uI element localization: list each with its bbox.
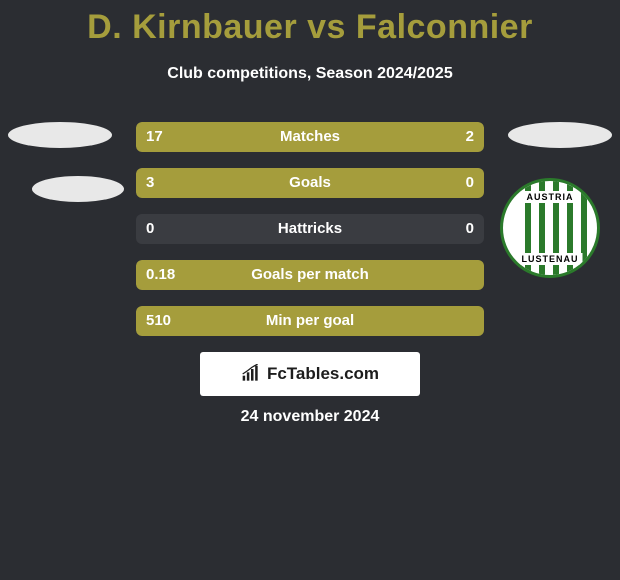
date-label: 24 november 2024 [0, 408, 620, 426]
stat-label: Hattricks [278, 214, 342, 244]
watermark[interactable]: FcTables.com [200, 352, 420, 396]
stat-row: 17 2 Matches [136, 122, 484, 152]
stat-label: Matches [280, 122, 340, 152]
left-player-placeholder [8, 122, 124, 230]
stat-value-left: 0 [146, 214, 154, 244]
right-player-placeholder [508, 122, 612, 176]
stat-row: 3 0 Goals [136, 168, 484, 198]
stat-row: 0.18 Goals per match [136, 260, 484, 290]
stat-row: 510 Min per goal [136, 306, 484, 336]
club-badge-circle: AUSTRIA LUSTENAU [500, 178, 600, 278]
stat-fill-left [136, 122, 414, 152]
club-badge: AUSTRIA LUSTENAU [500, 178, 600, 298]
watermark-label: FcTables.com [267, 364, 379, 384]
bar-chart-icon [241, 364, 261, 384]
stat-value-right: 0 [466, 214, 474, 244]
stat-value-right: 2 [466, 122, 474, 152]
stat-label: Goals per match [251, 260, 369, 290]
badge-text-top: AUSTRIA [523, 191, 578, 203]
stat-row: 0 0 Hattricks [136, 214, 484, 244]
placeholder-oval [8, 122, 112, 148]
stat-value-left: 510 [146, 306, 171, 336]
stat-value-left: 0.18 [146, 260, 175, 290]
stat-value-left: 17 [146, 122, 163, 152]
stat-value-left: 3 [146, 168, 154, 198]
placeholder-oval [32, 176, 124, 202]
stat-value-right: 0 [466, 168, 474, 198]
stats-panel: 17 2 Matches 3 0 Goals 0 0 Hattricks 0.18 Goals pe… [136, 122, 484, 352]
page-title: D. Kirnbauer vs Falconnier [0, 0, 620, 47]
badge-text-bottom: LUSTENAU [518, 253, 583, 265]
subtitle: Club competitions, Season 2024/2025 [0, 65, 620, 83]
stat-label: Goals [289, 168, 331, 198]
placeholder-oval [508, 122, 612, 148]
stat-label: Min per goal [266, 306, 354, 336]
